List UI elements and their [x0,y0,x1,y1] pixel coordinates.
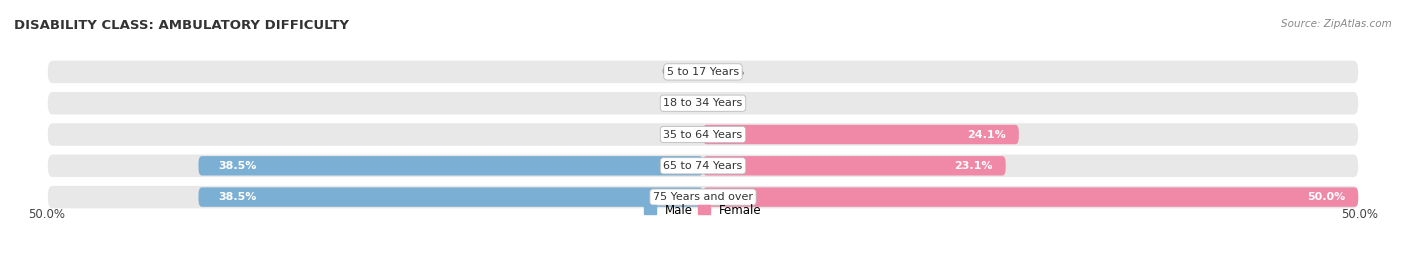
Text: 50.0%: 50.0% [28,208,65,221]
FancyBboxPatch shape [703,156,1005,175]
FancyBboxPatch shape [703,125,1019,144]
FancyBboxPatch shape [48,123,1358,146]
FancyBboxPatch shape [48,92,1358,115]
Text: 65 to 74 Years: 65 to 74 Years [664,161,742,171]
FancyBboxPatch shape [198,187,703,207]
Text: 0.0%: 0.0% [716,67,744,77]
Text: 5 to 17 Years: 5 to 17 Years [666,67,740,77]
Legend: Male, Female: Male, Female [640,199,766,222]
Text: 18 to 34 Years: 18 to 34 Years [664,98,742,108]
Text: 38.5%: 38.5% [218,161,256,171]
FancyBboxPatch shape [48,154,1358,177]
FancyBboxPatch shape [703,187,1358,207]
Text: DISABILITY CLASS: AMBULATORY DIFFICULTY: DISABILITY CLASS: AMBULATORY DIFFICULTY [14,19,349,32]
Text: 50.0%: 50.0% [1341,208,1378,221]
Text: 0.0%: 0.0% [662,67,690,77]
Text: 50.0%: 50.0% [1306,192,1346,202]
FancyBboxPatch shape [48,61,1358,83]
Text: Source: ZipAtlas.com: Source: ZipAtlas.com [1281,19,1392,29]
FancyBboxPatch shape [198,156,703,175]
Text: 23.1%: 23.1% [955,161,993,171]
Text: 0.0%: 0.0% [662,129,690,140]
Text: 38.5%: 38.5% [218,192,256,202]
Text: 75 Years and over: 75 Years and over [652,192,754,202]
Text: 0.0%: 0.0% [716,98,744,108]
FancyBboxPatch shape [48,186,1358,208]
Text: 0.0%: 0.0% [662,98,690,108]
Text: 24.1%: 24.1% [967,129,1005,140]
Text: 35 to 64 Years: 35 to 64 Years [664,129,742,140]
